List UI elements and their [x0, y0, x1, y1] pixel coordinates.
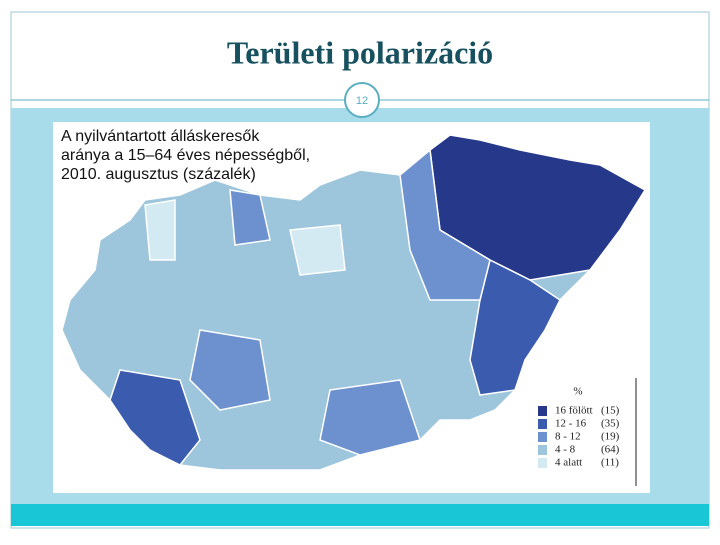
legend-count: (64)	[601, 444, 620, 456]
legend-label: 16 fölött	[555, 405, 593, 417]
caption-line: aránya a 15–64 éves népességből,	[61, 147, 310, 164]
legend-count: (11)	[601, 457, 619, 469]
region	[109, 369, 201, 466]
legend-count: (35)	[601, 418, 620, 430]
legend-label: 8 - 12	[555, 431, 581, 443]
legend-swatch	[538, 432, 547, 442]
legend-label: 4 - 8	[555, 444, 576, 456]
legend-count: (15)	[601, 405, 620, 417]
region	[399, 148, 491, 301]
region	[469, 258, 561, 396]
caption-line: A nyilvántartott álláskeresők	[61, 128, 260, 145]
page-badge	[344, 82, 380, 118]
legend: % 16 fölött (15) 12 - 16 (35) 8 - 12 (19) 4 - 8…	[538, 378, 637, 486]
legend-label: 12 - 16	[555, 418, 587, 430]
map	[61, 134, 647, 471]
region	[289, 224, 346, 276]
caption-line: 2010. augusztus (százalék)	[61, 166, 256, 183]
legend-count: (19)	[601, 431, 620, 443]
region	[144, 199, 176, 261]
legend-swatch	[538, 406, 547, 416]
page-number: 12	[356, 95, 368, 107]
region	[229, 189, 271, 246]
region	[319, 379, 421, 456]
map-caption: A nyilvántartott álláskeresők aránya a 15…	[61, 128, 310, 183]
region	[189, 329, 271, 411]
legend-label: 4 alatt	[555, 457, 582, 469]
legend-swatch	[538, 419, 547, 429]
legend-swatch	[538, 458, 547, 468]
legend-swatch	[538, 445, 547, 455]
legend-title: %	[573, 386, 582, 398]
footer-bar	[11, 504, 709, 526]
slide-title: Területi polarizáció	[227, 34, 493, 70]
